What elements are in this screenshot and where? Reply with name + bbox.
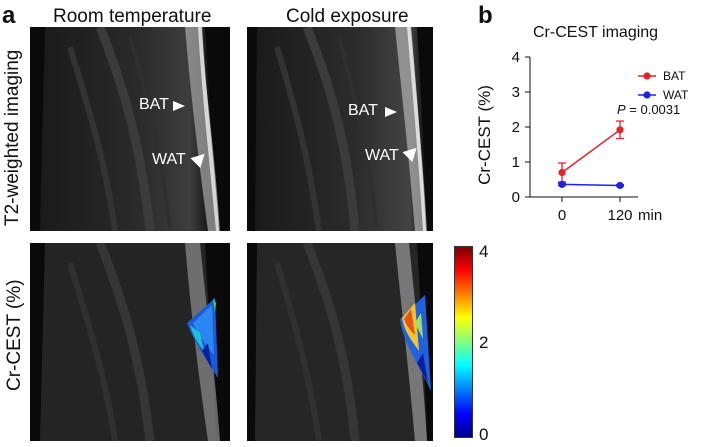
data-point [616,126,624,134]
legend-marker [643,72,651,80]
chart-axes: 0 1 2 3 4 0 120 min [512,49,663,224]
row-label-t2-weighted: T2-weighted imaging [2,49,23,226]
chart-series [558,120,624,190]
annotation-bat-cold: BAT [348,102,378,119]
x-unit-label: min [638,207,662,224]
y-tick-label: 0 [512,189,520,206]
line-chart: Cr-CEST imaging Cr-CEST (%) 0 1 2 3 4 0 120 min… [475,24,689,224]
colorbar [454,246,473,438]
chart-legend: BAT WAT [638,69,689,102]
colorbar-tick-4: 4 [479,242,489,261]
colorbar-tick-0: 0 [479,425,489,444]
series-line [561,129,621,174]
arrowhead-bat-cold-icon [385,107,397,117]
column-title-room-temperature: Room temperature [53,6,212,27]
x-tick-label: 120 [607,207,632,224]
cest-map-room-temperature [30,243,230,441]
annotation-bat-room: BAT [139,96,169,113]
pvalue-annotation: P = 0.0031 [617,102,680,117]
y-tick-label: 4 [512,49,520,66]
data-point [558,168,566,177]
annotation-wat-room: WAT [152,151,186,168]
data-point [616,181,624,190]
panel-b-letter: b [478,2,493,29]
row-label-cr-cest: Cr-CEST (%) [4,279,25,391]
legend-marker [643,91,651,99]
legend-label: BAT [663,69,686,83]
y-tick-label: 1 [512,154,520,171]
annotation-wat-cold: WAT [365,147,399,164]
cest-map-cold-exposure [247,243,433,441]
series-line [561,183,621,187]
column-title-cold-exposure: Cold exposure [286,6,409,27]
panel-a-letter: a [2,2,16,29]
y-axis-label: Cr-CEST (%) [475,85,494,185]
legend-label: WAT [663,88,689,102]
y-tick-label: 3 [512,84,520,101]
data-point [558,180,566,188]
mri-t2-room-temperature [30,27,230,231]
colorbar-tick-2: 2 [479,333,489,352]
x-tick-label: 0 [558,207,566,224]
mri-t2-cold-exposure [247,27,433,231]
arrowhead-bat-room-icon [173,101,185,111]
chart-title: Cr-CEST imaging [533,24,658,41]
y-tick-label: 2 [512,119,520,136]
